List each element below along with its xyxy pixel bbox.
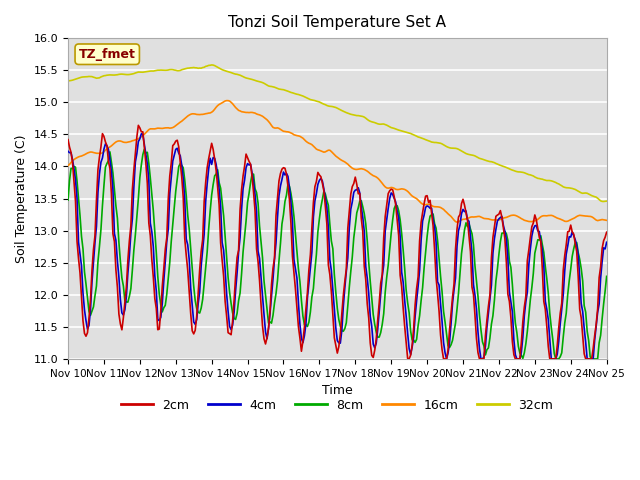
Y-axis label: Soil Temperature (C): Soil Temperature (C) [15, 134, 28, 263]
Title: Tonzi Soil Temperature Set A: Tonzi Soil Temperature Set A [228, 15, 446, 30]
X-axis label: Time: Time [322, 384, 353, 397]
Legend: 2cm, 4cm, 8cm, 16cm, 32cm: 2cm, 4cm, 8cm, 16cm, 32cm [116, 394, 558, 417]
Text: TZ_fmet: TZ_fmet [79, 48, 136, 61]
